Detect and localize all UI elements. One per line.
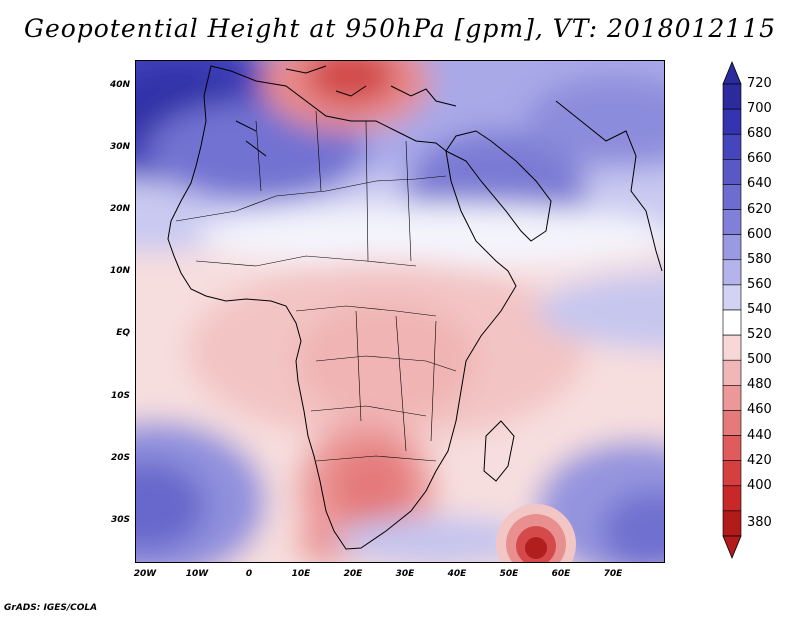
lat-label: EQ	[116, 328, 130, 338]
colorbar-segment	[722, 159, 742, 185]
colorbar-segment	[722, 284, 742, 311]
colorbar-segment	[722, 234, 742, 261]
map-panel[interactable]	[135, 60, 665, 563]
lat-label: 30S	[110, 515, 130, 525]
colorbar-segment	[722, 83, 742, 110]
lon-label: 60E	[551, 569, 571, 579]
lon-label: 0	[245, 569, 253, 579]
colorbar-segment	[722, 435, 742, 461]
colorbar-tick-label: 600	[747, 226, 772, 242]
colorbar-tick-label: 500	[747, 352, 772, 368]
colorbar-segment	[722, 184, 742, 210]
lon-label: 20W	[133, 569, 157, 579]
colorbar-tick-label: 480	[747, 377, 772, 393]
cutoff-low	[496, 504, 576, 562]
colorbar-max-arrow	[722, 60, 742, 85]
colorbar-tick-label: 640	[747, 176, 772, 192]
geopotential-height-map	[136, 61, 664, 562]
colorbar-segment	[722, 334, 742, 361]
colorbar-segment	[722, 485, 742, 512]
lat-label: 20N	[109, 204, 130, 214]
coastlines	[167, 65, 663, 550]
colorbar-tick-label: 460	[747, 402, 772, 418]
colorbar-tick-label: 680	[747, 126, 772, 142]
colorbar-tick-label: 560	[747, 276, 772, 292]
colorbar-segment	[722, 259, 742, 286]
colorbar-segment	[722, 209, 742, 235]
lon-label: 50E	[499, 569, 519, 579]
colorbar-segment	[722, 133, 742, 160]
colorbar-segment	[722, 385, 742, 411]
country-borders	[175, 110, 457, 462]
lat-label: 20S	[110, 453, 130, 463]
colorbar	[722, 60, 742, 560]
lat-label: 30N	[109, 142, 130, 152]
colorbar-tick-label: 700	[747, 101, 772, 117]
colorbar-segment	[722, 510, 742, 537]
colorbar-segment	[722, 460, 742, 487]
colorbar-tick-label: 420	[747, 452, 772, 468]
colorbar-tick-label: 540	[747, 302, 772, 317]
lon-label: 10E	[291, 569, 311, 579]
colorbar-tick-label: 720	[747, 76, 772, 91]
colorbar-tick-label: 580	[747, 251, 772, 267]
lon-label: 20E	[343, 569, 363, 579]
lon-label: 30E	[395, 569, 415, 579]
lon-label: 40E	[447, 569, 467, 579]
lon-label: 10W	[185, 569, 209, 579]
lat-label: 10N	[109, 266, 130, 276]
colorbar-tick-label: 400	[747, 477, 772, 493]
colorbar-segment	[722, 410, 742, 436]
colorbar-tick-label: 440	[747, 427, 772, 443]
map-title: Geopotential Height at 950hPa [gpm], VT:…	[23, 14, 777, 43]
colorbar-tick-label: 660	[747, 151, 772, 167]
colorbar-tick-label: 380	[747, 515, 772, 531]
credit-text: GrADS: IGES/COLA	[4, 603, 98, 613]
lat-label: 40N	[109, 80, 130, 90]
height-field-shading	[136, 61, 664, 562]
lat-label: 10S	[110, 391, 130, 401]
colorbar-segment	[722, 359, 742, 386]
lon-label: 70E	[603, 569, 623, 579]
colorbar-segment	[722, 309, 742, 336]
colorbar-min-arrow	[722, 535, 742, 560]
colorbar-tick-label: 520	[747, 327, 772, 343]
colorbar-tick-label: 620	[747, 201, 772, 217]
colorbar-segment	[722, 108, 742, 135]
